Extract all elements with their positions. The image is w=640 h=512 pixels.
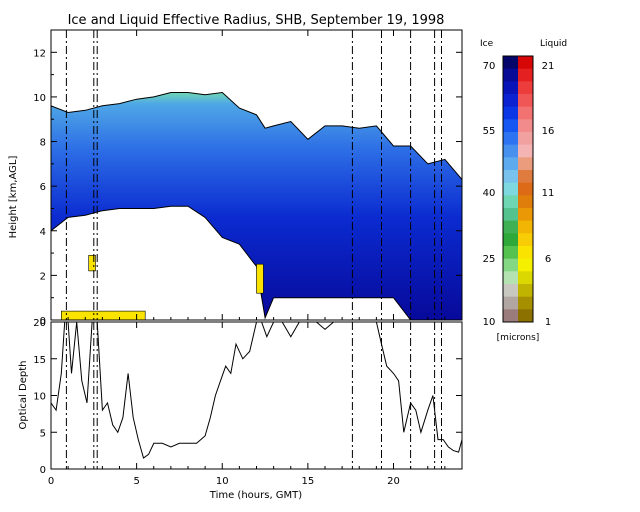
colorbar-liquid-swatch [518, 246, 533, 260]
top-event-lines [65, 30, 442, 320]
colorbar-liquid-tick: 16 [542, 126, 555, 137]
colorbar-liquid-swatch [518, 208, 533, 222]
colorbar-liquid-tick: 6 [545, 254, 551, 265]
colorbar-liquid-swatch [518, 195, 533, 209]
colorbar: Ice Liquid 70 55 40 25 10 21 16 11 6 1 [microns] [480, 39, 567, 343]
colorbar-liquid-swatch [518, 182, 533, 196]
bottom-y-ticks: 0 5 10 15 20 [33, 318, 462, 476]
colorbar-ice-tick: 25 [483, 254, 496, 265]
colorbar-liquid-swatch [518, 258, 533, 272]
colorbar-liquid-tick: 21 [542, 61, 555, 72]
ice-cloud-region [51, 91, 462, 320]
colorbar-ice-swatch [503, 246, 518, 260]
colorbar-liquid-swatch [518, 309, 533, 323]
optical-depth-line [51, 322, 462, 459]
liquid-layer-region [256, 263, 264, 294]
colorbar-liquid-swatch [518, 296, 533, 310]
colorbar-ice-swatches [503, 56, 518, 323]
colorbar-liquid-swatch [518, 132, 533, 146]
colorbar-ice-swatch [503, 296, 518, 310]
y-tick-label: 12 [33, 48, 46, 59]
colorbar-ice-swatch [503, 258, 518, 272]
colorbar-units-label: [microns] [497, 333, 540, 343]
y-tick-label: 6 [40, 182, 46, 193]
colorbar-liquid-swatch [518, 68, 533, 82]
colorbar-ice-swatch [503, 56, 518, 70]
colorbar-liquid-swatch [518, 170, 533, 184]
x-tick-label: 15 [302, 476, 315, 487]
colorbar-ice-tick: 70 [483, 61, 496, 72]
x-tick-label: 20 [387, 476, 400, 487]
colorbar-liquid-label: Liquid [540, 39, 567, 49]
top-y-axis-label: Height [km,AGL] [8, 156, 19, 239]
colorbar-ice-swatch [503, 157, 518, 171]
effective-radius-panel: 0 2 4 6 8 10 12 Height [km,AGL] [8, 29, 463, 327]
chart-title: Ice and Liquid Effective Radius, SHB, Se… [68, 13, 445, 28]
colorbar-ice-tick: 40 [483, 188, 496, 199]
colorbar-liquid-swatch [518, 157, 533, 171]
colorbar-liquid-swatch [518, 94, 533, 108]
colorbar-liquid-swatches [518, 56, 533, 323]
heatmap-layer [51, 91, 462, 320]
colorbar-liquid-swatch [518, 56, 533, 70]
top-y-ticks: 0 2 4 6 8 10 12 [33, 48, 462, 327]
bottom-event-lines [65, 322, 442, 469]
y-tick-label: 20 [33, 318, 46, 329]
colorbar-ice-swatch [503, 182, 518, 196]
colorbar-liquid-swatch [518, 220, 533, 234]
colorbar-liquid-ticks: 21 16 11 6 1 [542, 61, 555, 328]
y-tick-label: 8 [40, 138, 46, 149]
colorbar-liquid-swatch [518, 233, 533, 247]
y-tick-label: 15 [33, 355, 46, 366]
x-tick-label: 0 [48, 476, 54, 487]
colorbar-ice-swatch [503, 144, 518, 158]
colorbar-ice-ticks: 70 55 40 25 10 [483, 61, 496, 328]
colorbar-liquid-swatch [518, 284, 533, 298]
colorbar-liquid-tick: 1 [545, 317, 551, 328]
colorbar-ice-swatch [503, 195, 518, 209]
colorbar-ice-swatch [503, 119, 518, 133]
colorbar-ice-swatch [503, 132, 518, 146]
colorbar-liquid-swatch [518, 106, 533, 120]
colorbar-ice-swatch [503, 271, 518, 285]
colorbar-ice-label: Ice [480, 39, 494, 49]
colorbar-ice-swatch [503, 233, 518, 247]
colorbar-frame [502, 55, 534, 323]
liquid-layer [60, 255, 264, 320]
liquid-layer-region [60, 310, 146, 320]
x-tick-label: 10 [216, 476, 229, 487]
y-tick-label: 10 [33, 392, 46, 403]
colorbar-liquid-swatch [518, 81, 533, 95]
x-ticks: 0 5 10 15 20 [48, 30, 446, 487]
y-tick-label: 5 [40, 428, 46, 439]
colorbar-ice-swatch [503, 81, 518, 95]
colorbar-ice-swatch [503, 284, 518, 298]
colorbar-ice-swatch [503, 309, 518, 323]
y-tick-label: 2 [40, 271, 46, 282]
colorbar-liquid-tick: 11 [542, 188, 555, 199]
colorbar-liquid-swatch [518, 119, 533, 133]
y-tick-label: 4 [40, 227, 46, 238]
x-axis-label: Time (hours, GMT) [209, 490, 303, 501]
colorbar-ice-swatch [503, 106, 518, 120]
colorbar-liquid-swatch [518, 144, 533, 158]
colorbar-liquid-swatch [518, 271, 533, 285]
colorbar-ice-tick: 55 [483, 126, 496, 137]
colorbar-ice-swatch [503, 94, 518, 108]
colorbar-ice-tick: 10 [483, 317, 496, 328]
y-tick-label: 0 [40, 465, 46, 476]
y-tick-label: 10 [33, 93, 46, 104]
colorbar-ice-swatch [503, 220, 518, 234]
y-tick-label: 0 [40, 316, 46, 327]
colorbar-ice-swatch [503, 68, 518, 82]
colorbar-ice-swatch [503, 170, 518, 184]
bottom-y-axis-label: Optical Depth [18, 361, 29, 430]
liquid-layer-region [88, 255, 96, 272]
x-tick-label: 5 [133, 476, 139, 487]
colorbar-ice-swatch [503, 208, 518, 222]
